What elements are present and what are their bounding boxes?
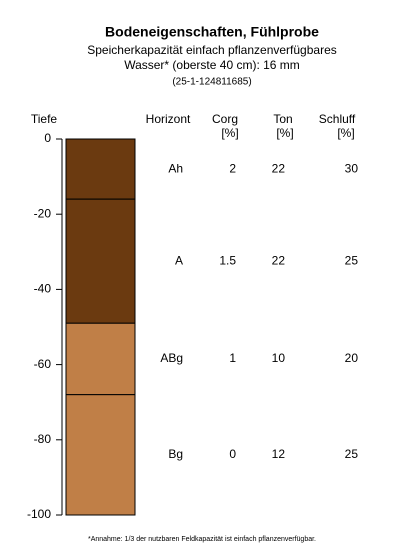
value-cell: 2 [229,161,236,175]
horizon-layer [65,198,136,324]
horizon-label: Bg [168,447,183,461]
subtitle: (25-1-124811685) [172,77,251,88]
y-axis-label: Tiefe [31,112,58,126]
value-cell: 10 [272,351,286,365]
column-header: Horizont [146,112,191,126]
value-cell: 1.5 [219,253,236,267]
horizon-layer [65,138,136,200]
column-header: Schluff [319,112,356,126]
value-cell: 25 [345,447,359,461]
value-cell: 1 [229,351,236,365]
subtitle: Wasser* (oberste 40 cm): 16 mm [124,58,300,72]
chart-title: Bodeneigenschaften, Fühlprobe [105,24,319,40]
y-tick-label: -100 [27,507,51,521]
value-cell: 22 [272,253,286,267]
horizon-label: Ah [168,161,183,175]
value-cell: 25 [345,253,359,267]
value-cell: 22 [272,161,286,175]
horizon-label: A [175,253,183,267]
value-cell: 20 [345,351,359,365]
value-cell: 12 [272,447,286,461]
column-unit: [%] [276,126,293,140]
horizon-layer [65,322,136,396]
y-tick-label: 0 [44,131,51,145]
subtitle: Speicherkapazität einfach pflanzenverfüg… [87,43,337,57]
horizon-label: ABg [160,351,183,365]
value-cell: 0 [229,447,236,461]
y-tick-label: -60 [34,357,52,371]
value-cell: 30 [345,161,359,175]
y-tick-label: -40 [34,282,52,296]
y-tick-label: -20 [34,206,52,220]
horizon-layer [65,394,136,516]
column-unit: [%] [221,126,238,140]
y-tick-label: -80 [34,432,52,446]
column-unit: [%] [337,126,354,140]
column-header: Ton [273,112,292,126]
column-header: Corg [212,112,238,126]
footnote: *Annahme: 1/3 der nutzbaren Feldkapazitä… [88,536,316,543]
